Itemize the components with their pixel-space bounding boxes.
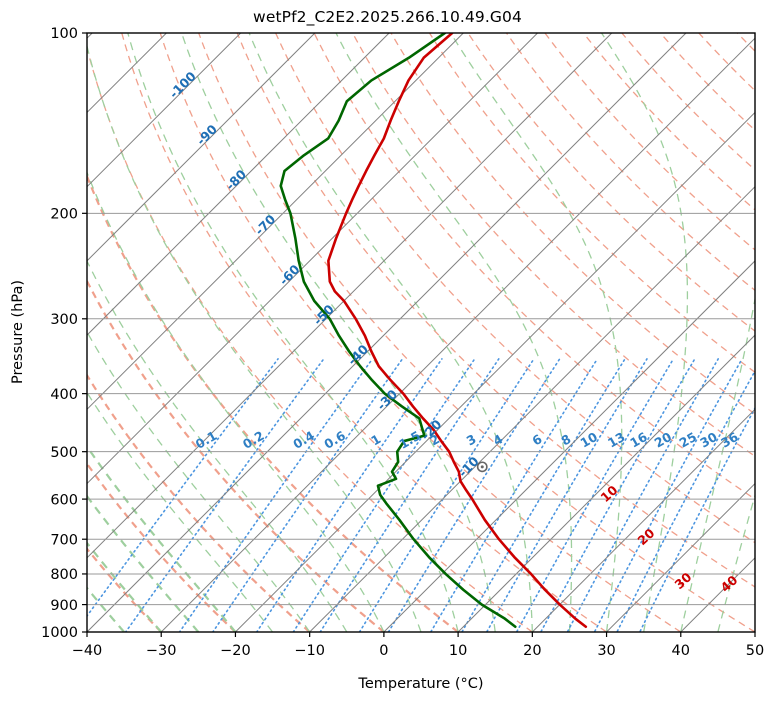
dry-adiabat-line <box>275 33 755 544</box>
isotherm-line <box>531 408 755 632</box>
moist-adiabat-line <box>87 391 274 632</box>
dry-adiabat-line <box>313 33 755 500</box>
y-axis-label: Pressure (hPa) <box>10 280 26 384</box>
x-tick-label: −20 <box>220 643 251 659</box>
dry-adiabat-line <box>159 33 682 632</box>
y-tick-label: 200 <box>50 207 78 223</box>
dry-adiabat-line <box>87 278 385 632</box>
dry-adiabat-line <box>467 33 755 332</box>
level-marker <box>476 461 488 473</box>
isotherm-line <box>383 260 755 632</box>
x-tick-label: 50 <box>746 643 764 659</box>
plot-background <box>87 33 755 632</box>
dry-adiabat-line <box>87 173 459 632</box>
moist-adiabat-line <box>127 33 459 632</box>
isotherm-line <box>160 37 755 632</box>
moist-adiabat-line <box>680 295 755 632</box>
sounding-dewpoint-curve <box>279 33 517 629</box>
mixing-ratio-line <box>387 358 561 632</box>
marker-dot <box>480 465 484 469</box>
isotherm-line <box>606 482 755 632</box>
moist-adiabat-line <box>87 330 311 632</box>
moist-adiabat-line <box>87 170 385 632</box>
x-tick-label: −30 <box>146 643 177 659</box>
isotherm-line <box>87 33 464 411</box>
dry-adiabat-line <box>428 33 755 374</box>
x-tick-label: 40 <box>672 643 690 659</box>
isotherm-lines <box>87 33 755 632</box>
x-axis-label: Temperature (°C) <box>357 676 483 692</box>
isotherm-line <box>87 33 538 485</box>
x-tick-label: −10 <box>294 643 325 659</box>
y-tick-label: 400 <box>50 387 78 403</box>
dry-adiabat-line <box>87 461 237 632</box>
isotherm-line <box>457 334 755 632</box>
isotherm-line <box>754 631 755 632</box>
isotherm-line <box>87 33 316 262</box>
dry-adiabat-line <box>87 373 311 632</box>
moist-adiabat-line <box>601 33 689 632</box>
dry-adiabat-line <box>236 33 755 588</box>
y-tick-label: 600 <box>50 492 78 508</box>
moist-adiabat-line <box>181 33 496 632</box>
x-tick-label: 0 <box>379 643 388 659</box>
x-tick-label: 30 <box>597 643 615 659</box>
figure-title: wetPf2_C2E2.2025.266.10.49.G04 <box>253 8 522 26</box>
y-tick-label: 800 <box>50 567 78 583</box>
isotherm-line <box>87 33 613 559</box>
isotherm-line <box>87 33 390 336</box>
plot-frame <box>86 32 756 633</box>
moist-adiabat-line <box>335 33 573 632</box>
mixing-ratio-line <box>178 358 374 632</box>
x-tick-label: −40 <box>72 643 103 659</box>
moist-adiabat-line <box>87 444 237 632</box>
mixing-ratio-line <box>429 358 599 632</box>
marker-circle <box>476 461 488 473</box>
mixing-ratio-line <box>638 406 755 632</box>
isotherm-line <box>235 111 755 632</box>
moist-adiabat-lines <box>87 33 755 632</box>
y-tick-label: 900 <box>50 598 78 614</box>
y-tick-label: 1000 <box>41 625 78 641</box>
isotherm-line <box>87 33 687 632</box>
moist-adiabat-line <box>717 493 755 632</box>
moist-adiabat-line <box>754 629 755 632</box>
y-tick-label: 700 <box>50 532 78 548</box>
sounding-temperature-curve <box>327 33 588 629</box>
dry-adiabat-line <box>198 33 755 632</box>
x-tick-label: 10 <box>449 643 467 659</box>
y-tick-label: 300 <box>50 312 78 328</box>
mixing-ratio-line <box>211 358 404 632</box>
dry-adiabat-line <box>121 33 607 632</box>
y-tick-label: 500 <box>50 445 78 461</box>
dry-adiabat-line <box>87 45 533 632</box>
sounding-curves <box>279 33 588 629</box>
y-tick-label: 100 <box>50 26 78 42</box>
dry-adiabat-lines <box>87 33 755 632</box>
isotherm-line <box>87 33 242 188</box>
x-tick-label: 20 <box>523 643 541 659</box>
mixing-ratio-line <box>616 369 755 632</box>
mixing-ratio-line <box>593 358 743 632</box>
moist-adiabat-line <box>87 43 422 632</box>
moist-adiabat-line <box>248 33 533 632</box>
